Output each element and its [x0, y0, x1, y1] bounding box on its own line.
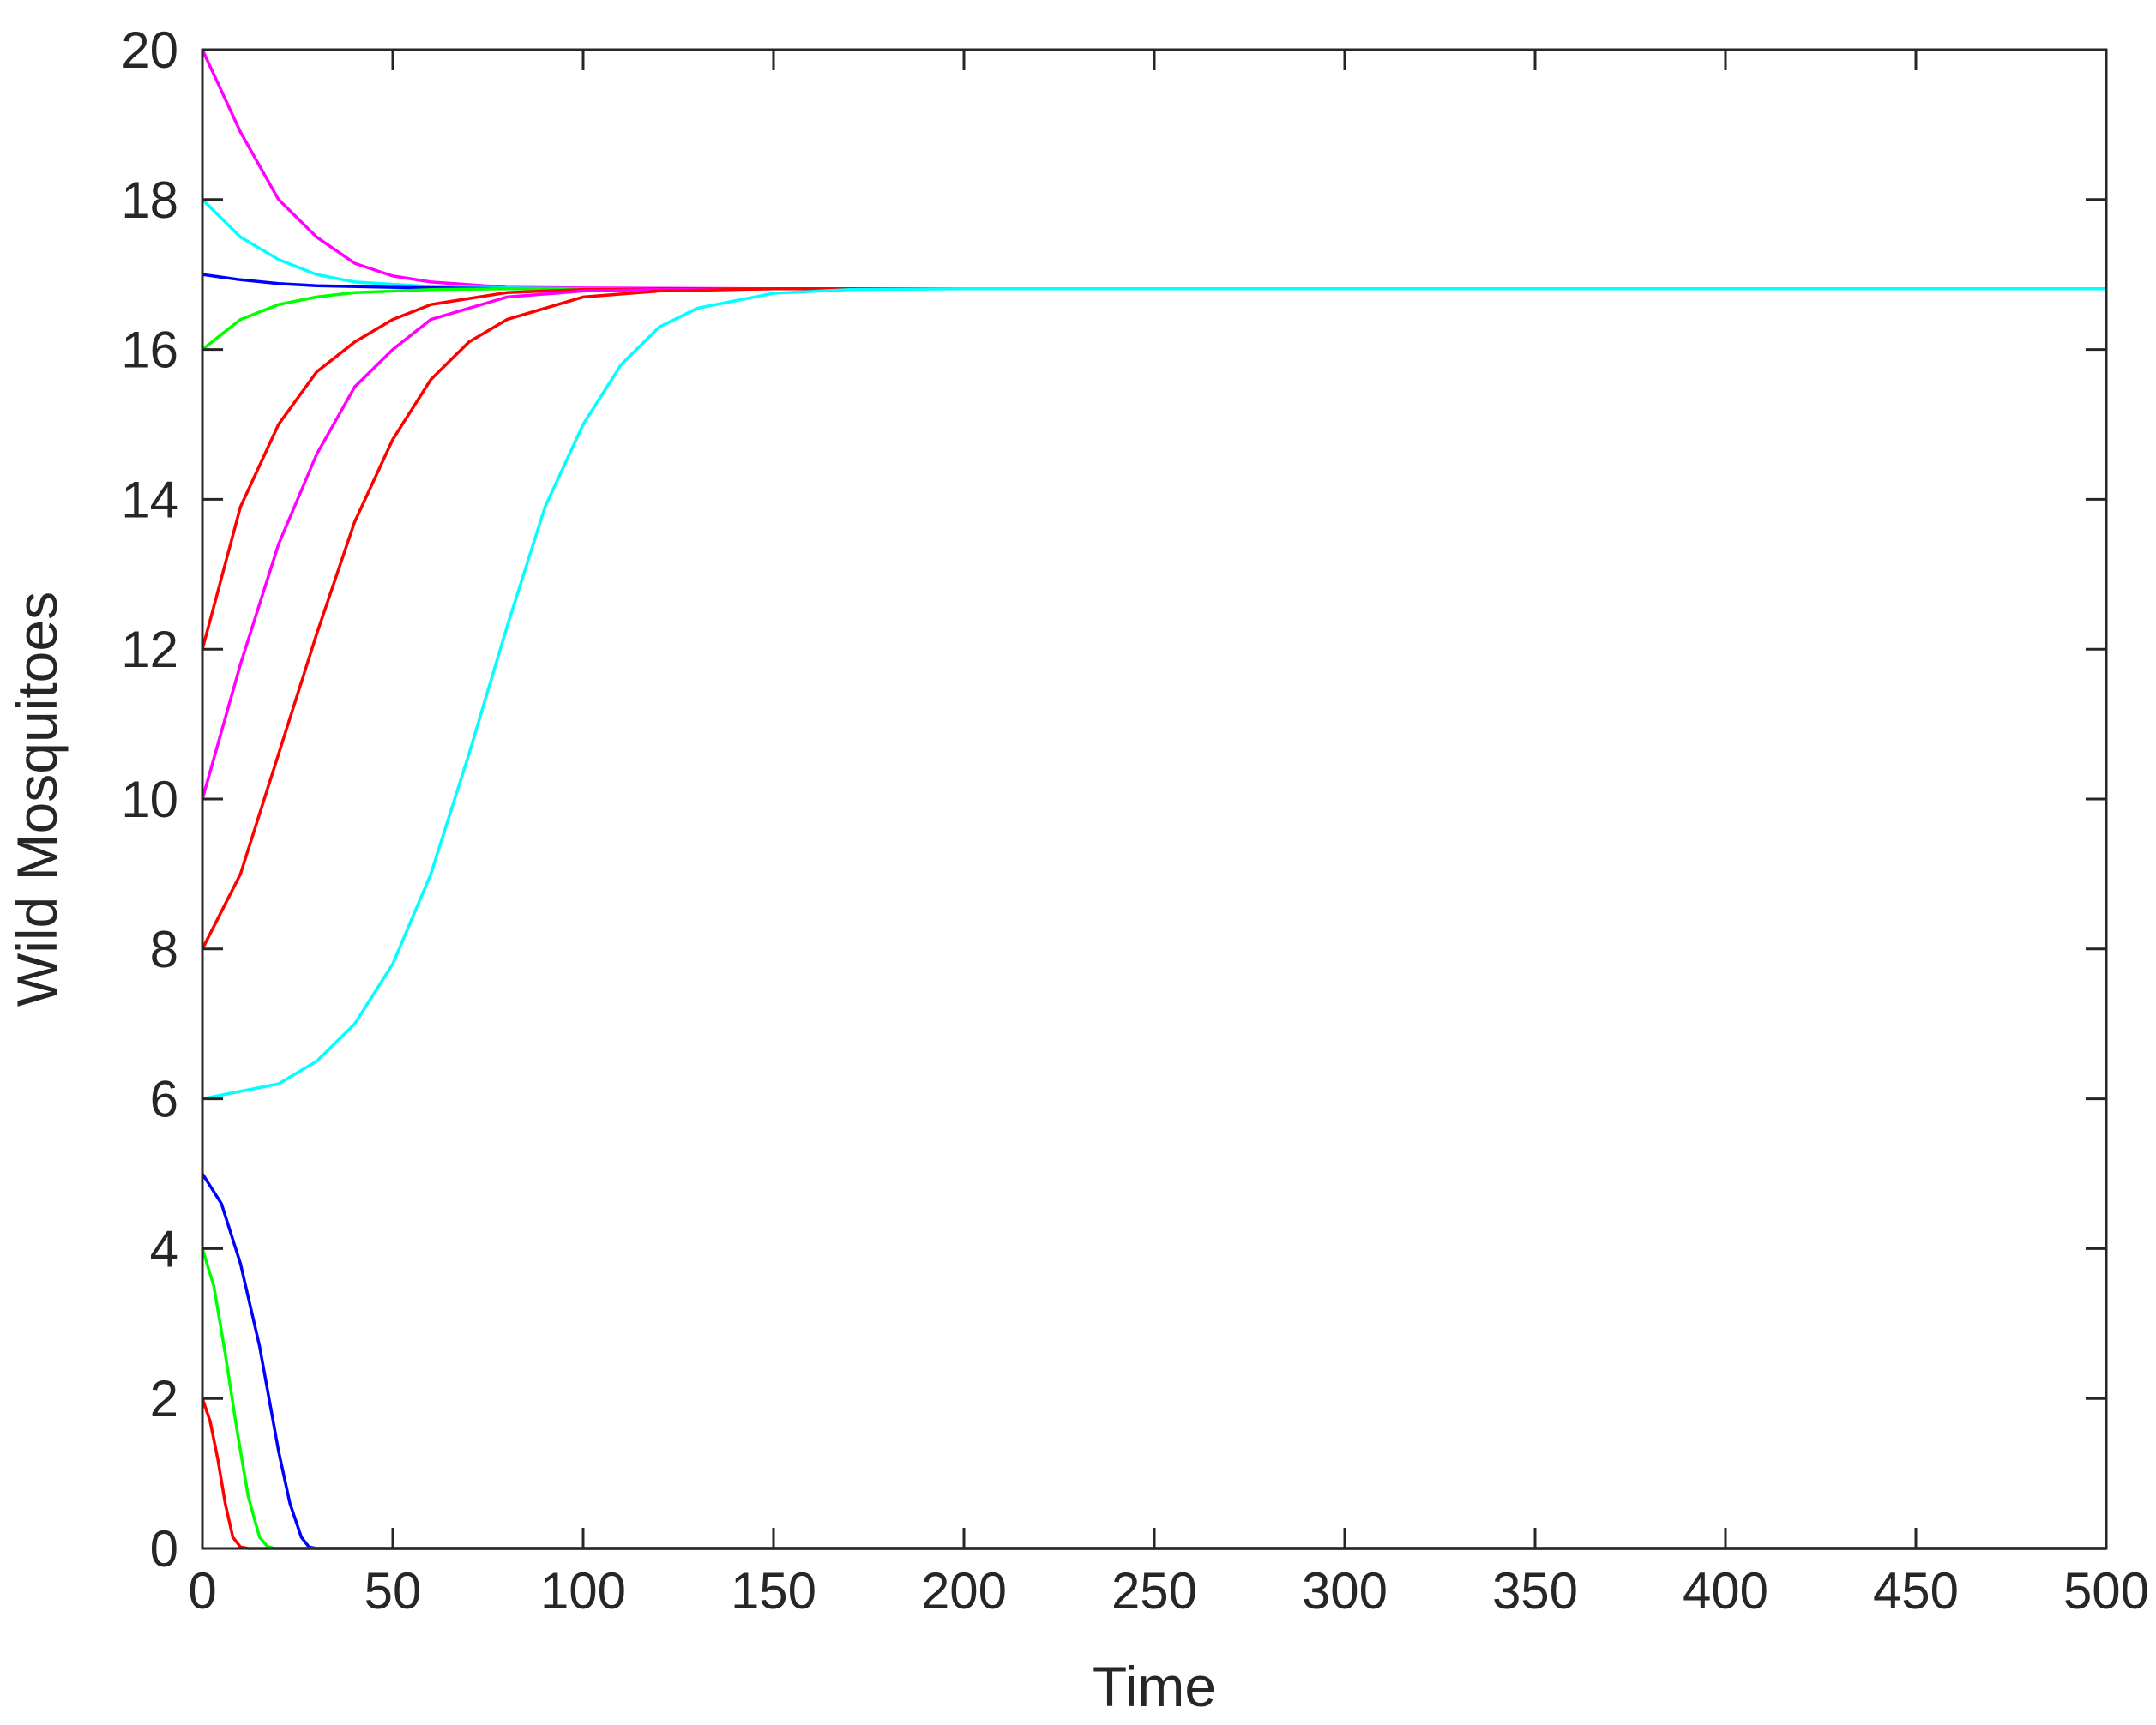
x-axis-label: Time: [1093, 1655, 1216, 1718]
x-tick-label: 250: [1111, 1562, 1197, 1620]
x-tick-label: 300: [1302, 1562, 1388, 1620]
x-tick-label: 100: [540, 1562, 626, 1620]
series-line-4: [201, 287, 2106, 351]
y-tick-label: 4: [150, 1220, 178, 1277]
y-tick-label: 18: [121, 171, 178, 229]
x-tick-label: 0: [188, 1562, 216, 1620]
x-tick-label: 450: [1873, 1562, 1959, 1620]
x-tick-label: 400: [1683, 1562, 1768, 1620]
y-tick-label: 12: [121, 621, 178, 678]
y-tick-label: 16: [121, 322, 178, 379]
y-tick-label: 0: [150, 1520, 178, 1578]
y-tick-label: 10: [121, 771, 178, 828]
x-tick-label: 350: [1492, 1562, 1578, 1620]
y-axis-label: Wild Mosquitoes: [5, 592, 69, 1007]
tick-labels: 0 50 100 150 200 250 300 350 400 450 500 0 2 4 6 8 10 12 1…: [121, 21, 2149, 1620]
y-tick-label: 20: [121, 21, 178, 79]
series-line-7: [201, 287, 2106, 950]
x-tick-label: 200: [921, 1562, 1007, 1620]
plot-area-frame: [201, 48, 2108, 1550]
series-line-8: [202, 287, 2106, 1101]
x-tick-label: 50: [364, 1562, 422, 1620]
y-tick-label: 2: [150, 1370, 178, 1427]
x-tick-label: 150: [731, 1562, 816, 1620]
y-tick-label: 8: [150, 921, 178, 978]
y-tick-label: 6: [150, 1071, 178, 1128]
y-tick-label: 14: [121, 471, 178, 528]
x-tick-label: 500: [2063, 1562, 2149, 1620]
